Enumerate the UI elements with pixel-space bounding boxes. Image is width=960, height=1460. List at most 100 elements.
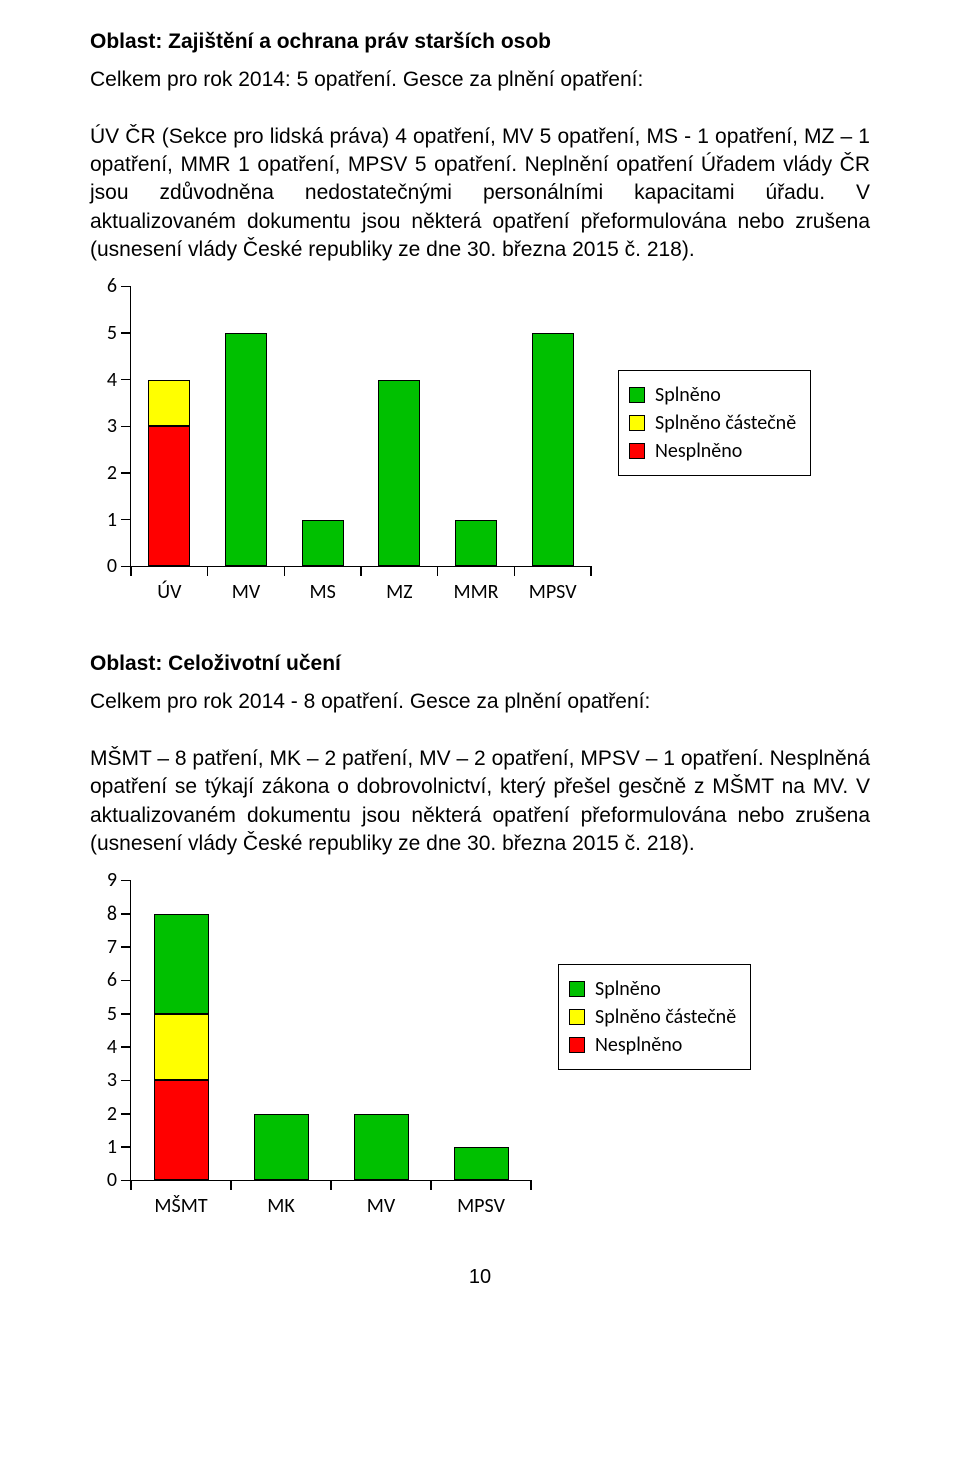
legend-label: Nesplněno [655, 439, 742, 463]
bar-segment [354, 1114, 409, 1181]
x-tick [284, 566, 286, 576]
x-tick [437, 566, 439, 576]
x-axis-label: MS [310, 580, 336, 604]
x-tick [530, 1180, 532, 1190]
y-axis-label: 6 [107, 968, 117, 992]
legend-label: Splněno částečně [655, 411, 796, 435]
y-tick [121, 1080, 131, 1082]
bar-segment [154, 914, 209, 1014]
y-tick [121, 913, 131, 915]
legend-item: Splněno částečně [569, 1005, 736, 1029]
y-tick [121, 980, 131, 982]
chart2-legend: Splněno Splněno částečně Nesplněno [558, 964, 751, 1070]
x-axis-label: MV [367, 1194, 395, 1218]
bar-segment [148, 426, 190, 566]
x-axis-label: MK [267, 1194, 295, 1218]
chart2-row: 0123456789MŠMTMKMVMPSV Splněno Splněno čá… [90, 876, 870, 1226]
x-tick [130, 1180, 132, 1190]
legend-swatch [569, 981, 585, 997]
legend-swatch [629, 415, 645, 431]
page-number: 10 [90, 1266, 870, 1289]
chart2-wrap: 0123456789MŠMTMKMVMPSV Splněno Splněno čá… [90, 876, 870, 1226]
chart2: 0123456789MŠMTMKMVMPSV [90, 876, 534, 1226]
section2-text: Celkem pro rok 2014 - 8 opatření. Gesce … [90, 688, 870, 858]
legend-item: Nesplněno [629, 439, 796, 463]
legend-label: Nesplněno [595, 1033, 682, 1057]
y-axis-label: 1 [107, 1135, 117, 1159]
y-axis-label: 6 [107, 274, 117, 298]
x-tick [430, 1180, 432, 1190]
section2-heading: Oblast: Celoživotní učení [90, 652, 870, 676]
x-axis-label: MMR [453, 580, 498, 604]
y-axis-label: 2 [107, 1102, 117, 1126]
chart1-wrap: 0123456ÚVMVMSMZMMRMPSV SplněnoSplněno čá… [90, 282, 870, 612]
y-tick [121, 1046, 131, 1048]
bar-segment [532, 333, 574, 566]
x-axis-label: MV [232, 580, 260, 604]
x-tick [360, 566, 362, 576]
bar-segment [254, 1114, 309, 1181]
y-axis-label: 9 [107, 868, 117, 892]
bar-segment [225, 333, 267, 566]
y-tick [121, 880, 131, 882]
y-tick [121, 519, 131, 521]
y-axis-label: 8 [107, 902, 117, 926]
legend-swatch [629, 387, 645, 403]
y-axis-label: 3 [107, 1068, 117, 1092]
bar-segment [148, 380, 190, 427]
y-axis-label: 4 [107, 368, 117, 392]
legend-item: Splněno [629, 383, 796, 407]
bar-segment [154, 1080, 209, 1180]
y-axis-label: 0 [107, 554, 117, 578]
x-tick [330, 1180, 332, 1190]
y-tick [121, 332, 131, 334]
legend-label: Splněno [655, 383, 721, 407]
legend-item: Splněno částečně [629, 411, 796, 435]
y-axis-label: 3 [107, 414, 117, 438]
legend-label: Splněno [595, 977, 661, 1001]
y-axis-label: 4 [107, 1035, 117, 1059]
bar-segment [154, 1014, 209, 1081]
section1-text: Celkem pro rok 2014: 5 opatření. Gesce z… [90, 66, 870, 264]
legend-swatch [569, 1037, 585, 1053]
y-axis-label: 5 [107, 1002, 117, 1026]
legend-swatch [569, 1009, 585, 1025]
y-axis-label: 7 [107, 935, 117, 959]
x-axis-label: ÚV [157, 580, 181, 604]
x-axis-label: MPSV [529, 580, 577, 604]
page: Oblast: Zajištění a ochrana práv staršíc… [0, 0, 960, 1329]
y-axis-label: 5 [107, 321, 117, 345]
legend-swatch [629, 443, 645, 459]
y-tick [121, 286, 131, 288]
bar-segment [302, 520, 344, 567]
y-tick [121, 426, 131, 428]
chart1: 0123456ÚVMVMSMZMMRMPSV [90, 282, 594, 612]
y-tick [121, 379, 131, 381]
x-axis-label: MZ [386, 580, 412, 604]
y-tick [121, 1146, 131, 1148]
x-tick [230, 1180, 232, 1190]
legend-item: Splněno [569, 977, 736, 1001]
chart1-row: 0123456ÚVMVMSMZMMRMPSV SplněnoSplněno čá… [90, 282, 870, 612]
y-axis-label: 2 [107, 461, 117, 485]
bar-segment [455, 520, 497, 567]
x-axis-label: MŠMT [154, 1194, 207, 1218]
bar-segment [378, 380, 420, 567]
bar-segment [454, 1147, 509, 1180]
x-tick [130, 566, 132, 576]
y-axis-label: 1 [107, 508, 117, 532]
x-tick [590, 566, 592, 576]
plot-area: 0123456789MŠMTMKMVMPSV [130, 880, 531, 1181]
legend-label: Splněno částečně [595, 1005, 736, 1029]
y-tick [121, 472, 131, 474]
x-tick [207, 566, 209, 576]
chart1-legend: Splněno Splněno částečně Nesplněno [618, 370, 811, 476]
y-tick [121, 946, 131, 948]
y-axis-label: 0 [107, 1168, 117, 1192]
y-tick [121, 1013, 131, 1015]
x-tick [514, 566, 516, 576]
legend-item: Nesplněno [569, 1033, 736, 1057]
section1-heading: Oblast: Zajištění a ochrana práv staršíc… [90, 30, 870, 54]
y-tick [121, 1113, 131, 1115]
x-axis-label: MPSV [457, 1194, 505, 1218]
